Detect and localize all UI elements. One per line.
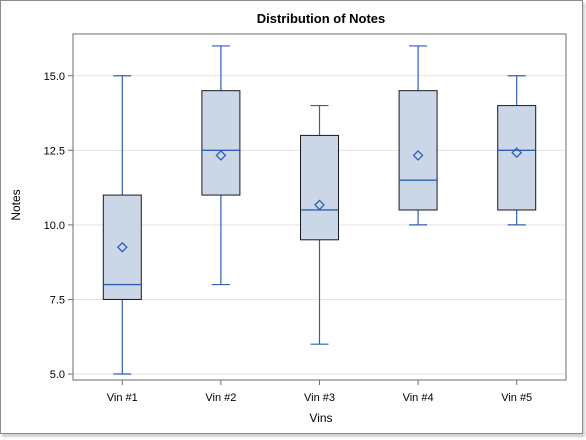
x-tick-label: Vin #5 — [501, 392, 532, 404]
mean-marker — [314, 199, 325, 211]
y-axis-label: Notes — [9, 189, 23, 220]
box-group — [102, 75, 142, 375]
x-tick-label: Vin #4 — [403, 392, 434, 404]
boxes-layer — [102, 45, 537, 375]
chart-title: Distribution of Notes — [257, 11, 386, 26]
y-tick-label: 5.0 — [50, 369, 65, 381]
iqr-box — [102, 194, 142, 300]
y-axis: 5.0 7.5 10.0 12.5 15.0 — [44, 71, 73, 381]
x-tick-label: Vin #3 — [304, 392, 335, 404]
x-tick-label: Vin #1 — [107, 392, 138, 404]
y-tick-label: 12.5 — [44, 145, 65, 157]
box-group — [300, 104, 339, 345]
y-tick-label: 7.5 — [50, 294, 65, 306]
mean-marker — [116, 241, 128, 253]
box-group — [398, 45, 438, 226]
x-tick-label: Vin #2 — [205, 392, 236, 404]
x-axis-label: Vins — [309, 411, 332, 425]
mean-marker — [511, 147, 523, 159]
y-tick-label: 15.0 — [44, 71, 65, 83]
iqr-box — [201, 90, 241, 196]
box-group — [201, 45, 241, 286]
box-group — [497, 75, 537, 226]
x-axis: Vin #1 Vin #2 Vin #3 Vin #4 Vin #5 — [107, 380, 532, 404]
iqr-box — [300, 134, 339, 241]
mean-marker — [412, 149, 424, 161]
y-tick-label: 10.0 — [44, 220, 65, 232]
mean-marker — [215, 149, 227, 161]
